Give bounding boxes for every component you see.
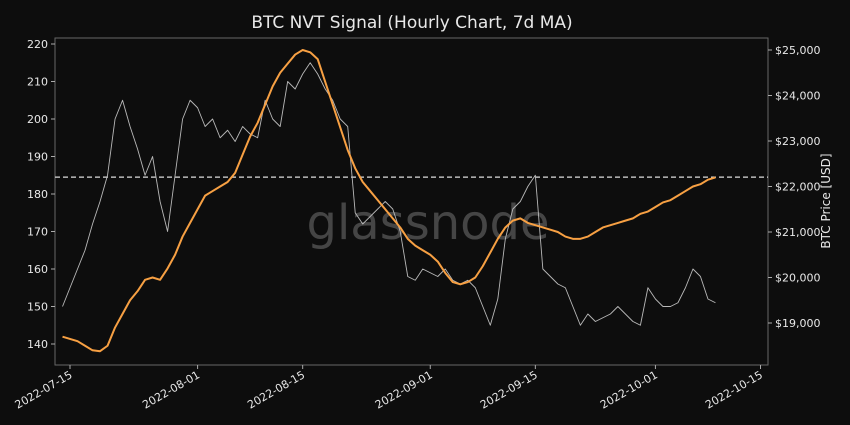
y2-tick-label: $19,000 — [775, 317, 821, 330]
y-tick-label: 190 — [27, 151, 48, 164]
y-tick-label: 150 — [27, 301, 48, 314]
series-line — [62, 62, 716, 326]
chart-title: BTC NVT Signal (Hourly Chart, 7d MA) — [251, 13, 572, 33]
series-line — [62, 49, 716, 353]
y-tick-label: 170 — [27, 226, 48, 239]
y2-tick-label: $22,000 — [775, 181, 821, 194]
watermark: glassnode — [306, 195, 549, 251]
y2-tick-label: $23,000 — [775, 135, 821, 148]
y2-tick-label: $25,000 — [775, 44, 821, 57]
y-tick-label: 220 — [27, 38, 48, 51]
y-tick-label: 200 — [27, 113, 48, 126]
plot-frame — [54, 37, 769, 366]
y2-tick-label: $21,000 — [775, 226, 821, 239]
y2-tick-label: $20,000 — [775, 272, 821, 285]
y-tick-label: 210 — [27, 76, 48, 89]
y2-tick-label: $24,000 — [775, 90, 821, 103]
y-tick-label: 160 — [27, 263, 48, 276]
y2-axis-label: BTC Price [USD] — [819, 153, 833, 248]
y-tick-label: 180 — [27, 188, 48, 201]
y-tick-label: 140 — [27, 338, 48, 351]
